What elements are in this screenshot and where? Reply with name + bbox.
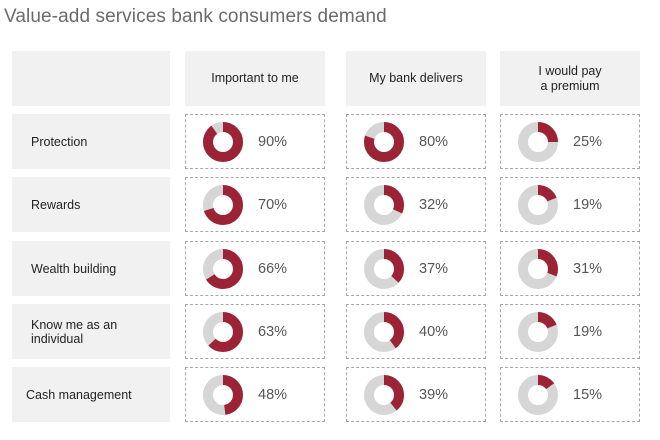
value-cell: 40% xyxy=(346,304,486,359)
value-cell: 19% xyxy=(500,304,640,359)
percent-label: 48% xyxy=(258,386,288,403)
percent-label: 19% xyxy=(573,323,603,340)
value-cell: 15% xyxy=(500,367,640,422)
donut-value-arc xyxy=(364,312,404,352)
donut-value-arc xyxy=(364,375,404,415)
percent-label: 31% xyxy=(573,260,603,277)
donut-value-arc xyxy=(364,249,404,289)
donut-value-arc xyxy=(203,312,243,352)
row-label: Wealth building xyxy=(12,241,170,296)
donut-mark xyxy=(364,249,404,289)
percent-label: 19% xyxy=(573,196,603,213)
value-cell: 66% xyxy=(185,241,325,296)
value-cell: 19% xyxy=(500,177,640,232)
donut-value-arc xyxy=(518,122,558,162)
donut-mark xyxy=(518,185,558,225)
donut-mark xyxy=(203,185,243,225)
row-label: Rewards xyxy=(12,177,170,232)
donut-mark xyxy=(203,249,243,289)
donut-mark xyxy=(518,375,558,415)
value-cell: 90% xyxy=(185,114,325,169)
donut-value-arc xyxy=(518,249,558,289)
donut-mark xyxy=(364,375,404,415)
percent-label: 90% xyxy=(258,133,288,150)
column-header-2: My bank delivers xyxy=(346,51,486,106)
header-blank-cell xyxy=(12,51,170,106)
value-cell: 70% xyxy=(185,177,325,232)
percent-label: 32% xyxy=(419,196,449,213)
percent-label: 15% xyxy=(573,386,603,403)
value-cell: 39% xyxy=(346,367,486,422)
percent-label: 66% xyxy=(258,260,288,277)
chart-title: Value-add services bank consumers demand xyxy=(4,6,387,27)
donut-mark xyxy=(518,312,558,352)
value-cell: 31% xyxy=(500,241,640,296)
donut-mark xyxy=(364,122,404,162)
donut-value-arc xyxy=(364,185,404,225)
donut-mark xyxy=(203,122,243,162)
value-cell: 63% xyxy=(185,304,325,359)
percent-label: 39% xyxy=(419,386,449,403)
value-cell: 37% xyxy=(346,241,486,296)
percent-label: 63% xyxy=(258,323,288,340)
row-label: Cash management xyxy=(12,367,170,422)
column-header-3: I would pay a premium xyxy=(500,51,640,106)
row-label: Protection xyxy=(12,114,170,169)
donut-value-arc xyxy=(518,375,558,415)
donut-mark xyxy=(518,122,558,162)
percent-label: 80% xyxy=(419,133,449,150)
percent-label: 25% xyxy=(573,133,603,150)
value-cell: 32% xyxy=(346,177,486,232)
donut-mark xyxy=(203,375,243,415)
donut-value-arc xyxy=(203,375,243,415)
donut-value-arc xyxy=(203,249,243,289)
donut-value-arc xyxy=(203,185,243,225)
percent-label: 37% xyxy=(419,260,449,277)
row-label: Know me as an individual xyxy=(12,304,170,359)
column-header-1: Important to me xyxy=(185,51,325,106)
percent-label: 40% xyxy=(419,323,449,340)
donut-mark xyxy=(364,185,404,225)
value-cell: 48% xyxy=(185,367,325,422)
value-cell: 25% xyxy=(500,114,640,169)
donut-value-arc xyxy=(203,122,243,162)
donut-mark xyxy=(203,312,243,352)
donut-value-arc xyxy=(364,122,404,162)
donut-value-arc xyxy=(518,312,558,352)
donut-mark xyxy=(518,249,558,289)
value-cell: 80% xyxy=(346,114,486,169)
donut-mark xyxy=(364,312,404,352)
percent-label: 70% xyxy=(258,196,288,213)
donut-value-arc xyxy=(518,185,558,225)
